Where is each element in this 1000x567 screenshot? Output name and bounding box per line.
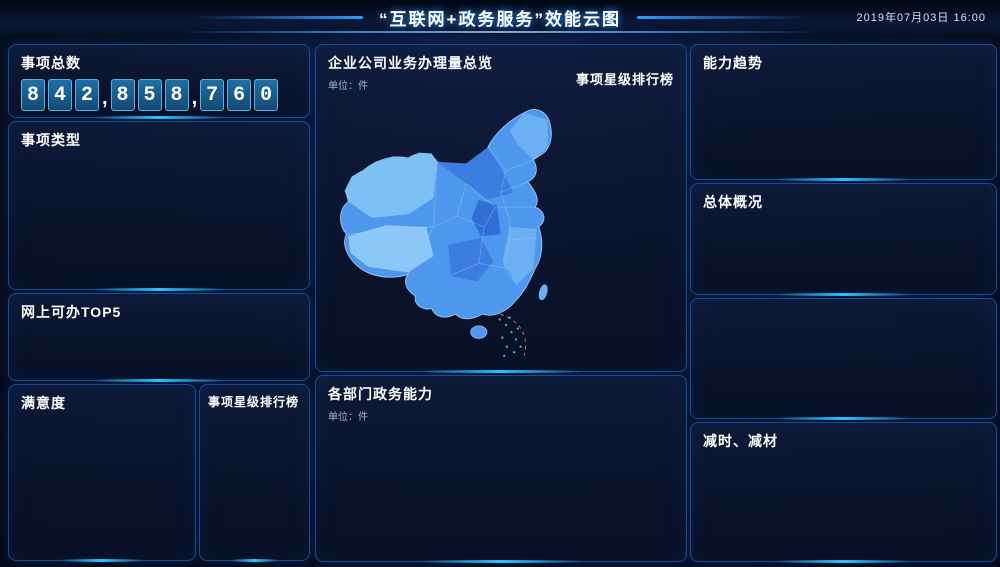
panel-online-top5: 网上可办TOP5 (8, 293, 310, 382)
map-region (448, 237, 494, 282)
panel-title: 网上可办TOP5 (21, 304, 122, 320)
digit-box: 8 (21, 79, 45, 111)
panel-title: 事项星级排行榜 (576, 72, 675, 87)
radar-chart (697, 69, 897, 177)
digit-separator: , (102, 87, 108, 109)
map-region (471, 199, 501, 237)
digit-box: 7 (200, 79, 225, 111)
map-region (348, 225, 434, 273)
china-map (340, 109, 552, 357)
panel-satisfaction: 满意度 (8, 384, 196, 562)
datetime-display: 2019年07月03日 16:00 (856, 12, 986, 24)
map-region (509, 112, 548, 160)
digit-box: 5 (137, 79, 162, 111)
map-unit-label: 单位：件 (328, 81, 368, 92)
panel-title: 事项总数 (21, 55, 81, 71)
panel-radar: 能力趋势 (690, 44, 997, 181)
panel-title: 减时、减材 (703, 433, 778, 449)
digit-box: 8 (110, 79, 135, 111)
panel-title: 总体概况 (703, 194, 763, 210)
digit-box: 0 (254, 79, 279, 111)
digit-box: 6 (227, 79, 252, 111)
map-region (344, 152, 438, 218)
digit-separator: , (191, 87, 198, 109)
panel-dept-chart: 各部门政务能力 单位：件 (315, 375, 687, 563)
panel-title: 企业公司业务办理量总览 (328, 55, 493, 71)
digit-box: 2 (75, 79, 99, 111)
map-dash-line (493, 311, 526, 356)
map-islands (498, 316, 522, 357)
map-star-rank: 事项星级排行榜 (576, 69, 680, 94)
panel-star-rank: 事项星级排行榜 (199, 384, 310, 562)
page-title: “互联网+政务服务”效能云图 (379, 9, 621, 29)
header-bar: “互联网+政务服务”效能云图 2019年07月03日 16:00 (0, 0, 1000, 34)
digit-box: 4 (48, 79, 72, 111)
panel-title: 满意度 (21, 395, 66, 411)
panel-gauges: 减时、减材 (690, 422, 997, 563)
panel-title: 各部门政务能力 (328, 386, 433, 402)
map-region (437, 147, 514, 200)
map-hainan (470, 325, 488, 339)
map-region (502, 227, 537, 286)
map-province-borders (346, 147, 537, 286)
header-glow-line-right (636, 15, 807, 19)
panel-title: 事项类型 (21, 132, 81, 148)
bar-chart-area (328, 434, 676, 557)
map-taiwan (538, 284, 548, 301)
panel-top5-table (690, 298, 997, 420)
dept-unit-label: 单位：件 (328, 412, 368, 423)
donut-chart-area (9, 409, 195, 560)
panel-title: 事项星级排行榜 (208, 395, 300, 409)
header-glow-line-left (193, 15, 364, 19)
panel-overview: 总体概况 (690, 183, 997, 296)
panel-map: 企业公司业务办理量总览 单位：件 (315, 44, 687, 373)
digit-box: 8 (164, 79, 189, 111)
panel-title: 能力趋势 (703, 55, 763, 71)
rose-chart-area (9, 146, 309, 289)
panel-item-types: 事项类型 (8, 121, 310, 291)
